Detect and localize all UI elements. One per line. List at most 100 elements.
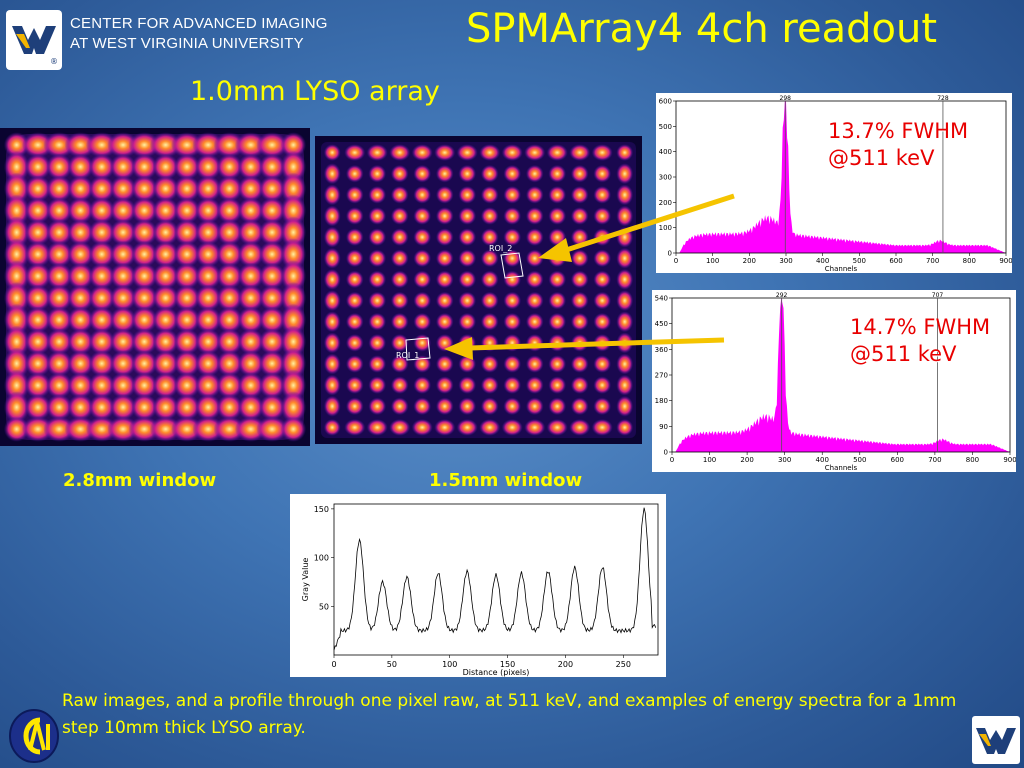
crystal-spot — [109, 241, 137, 268]
crystal-spot — [152, 219, 179, 246]
crystal-spot — [570, 228, 589, 247]
crystal-spot — [570, 249, 589, 268]
crystal-spot — [411, 144, 433, 162]
crystal-spot — [131, 153, 158, 180]
crystal-spot — [390, 397, 409, 416]
crystal-spot — [503, 207, 522, 225]
crystal-spot — [434, 144, 456, 162]
crystal-spot — [323, 353, 341, 375]
crystal-spot — [3, 369, 30, 402]
crystal-spot — [237, 262, 264, 290]
crystal-spot — [67, 241, 94, 268]
crystal-spot — [413, 249, 432, 268]
crystal-spot — [237, 328, 264, 355]
x-tick-label: 100 — [442, 660, 457, 669]
crystal-spot — [280, 281, 307, 314]
crystal-spot — [152, 306, 179, 333]
crystal-spot — [109, 306, 137, 333]
crystal-spot — [24, 197, 52, 224]
crystal-spot — [152, 175, 179, 202]
crystal-spot — [280, 347, 307, 380]
crystal-spot — [569, 144, 591, 162]
crystal-spot — [3, 325, 30, 358]
crystal-spot — [216, 153, 243, 180]
crystal-spot — [345, 355, 364, 373]
crystal-spot — [216, 262, 243, 290]
crystal-spot — [593, 376, 612, 395]
crystal-spot — [323, 290, 341, 312]
crystal-spot — [480, 164, 499, 183]
crystal-spot — [479, 418, 501, 436]
crystal-spot — [67, 284, 94, 312]
crystal-spot — [480, 312, 499, 331]
cai-logo-icon — [9, 709, 59, 763]
crystal-spot — [46, 197, 73, 224]
crystal-spot — [570, 185, 589, 204]
crystal-spot — [389, 144, 411, 162]
crystal-spot — [256, 132, 289, 158]
y-tick-label: 50 — [319, 602, 329, 611]
y-tick-label: 500 — [659, 123, 672, 131]
crystal-spot — [195, 372, 222, 399]
crystal-spot — [195, 306, 222, 333]
crystal-spot — [88, 372, 115, 399]
crystal-spot — [345, 228, 364, 247]
crystal-spot — [258, 153, 286, 180]
x-tick-label: 600 — [889, 257, 902, 265]
crystal-spot — [525, 228, 544, 247]
fwhm-bottom-value: 14.7% FWHM — [850, 315, 991, 339]
crystal-spot — [479, 144, 501, 162]
crystal-spot — [24, 372, 52, 399]
crystal-spot — [3, 132, 30, 158]
crystal-spot — [258, 394, 286, 421]
crystal-spot — [88, 153, 115, 180]
crystal-spot — [237, 219, 264, 246]
crystal-spot — [546, 418, 568, 436]
crystal-spot — [480, 270, 499, 289]
y-tick-label: 270 — [655, 372, 668, 380]
crystal-spot — [570, 207, 589, 225]
crystal-spot — [368, 228, 387, 247]
crystal-spot — [152, 350, 179, 377]
crystal-spot — [368, 355, 387, 373]
org-line-1: CENTER FOR ADVANCED IMAGING — [70, 15, 328, 32]
crystal-spot — [195, 350, 222, 377]
crystal-spot — [458, 164, 477, 183]
crystal-spot — [109, 153, 137, 180]
crystal-spot — [323, 268, 341, 290]
crystal-spot — [46, 241, 73, 268]
crystal-spot — [216, 175, 243, 202]
crystal-spot — [525, 207, 544, 225]
org-name: CENTER FOR ADVANCED IMAGING AT WEST VIRG… — [70, 14, 328, 54]
crystal-spot — [616, 311, 634, 333]
crystal-spot — [216, 394, 243, 421]
crystal-spot — [435, 355, 454, 373]
crystal-spot — [345, 376, 364, 395]
crystal-spot — [616, 247, 634, 269]
x-tick-label: 250 — [616, 660, 631, 669]
crystal-spot — [173, 394, 201, 421]
crystal-spot — [368, 333, 387, 352]
crystal-spot — [173, 372, 201, 399]
crystal-spot — [548, 164, 567, 183]
spectrum-bottom-panel: 292 707 0 100 200 300 400 500 600 700 800 900 0 90 180… — [652, 290, 1017, 472]
crystal-spot — [503, 164, 522, 183]
crystal-spot — [109, 328, 137, 355]
crystal-spot — [368, 249, 387, 268]
crystal-spot — [216, 350, 243, 377]
crystal-spot — [435, 207, 454, 225]
crystal-spot — [458, 185, 477, 204]
crystal-spot — [548, 397, 567, 416]
spectrum-marker-label: 707 — [932, 292, 944, 299]
x-axis-label: Distance (pixels) — [463, 668, 530, 677]
crystal-spot — [503, 376, 522, 395]
crystal-spot — [237, 153, 264, 180]
crystal-spot — [24, 241, 52, 268]
crystal-spot — [152, 262, 179, 290]
crystal-spot — [131, 284, 158, 312]
crystal-spot — [258, 219, 286, 246]
crystal-spot — [46, 153, 73, 180]
crystal-spot — [525, 397, 544, 416]
crystal-spot — [390, 376, 409, 395]
